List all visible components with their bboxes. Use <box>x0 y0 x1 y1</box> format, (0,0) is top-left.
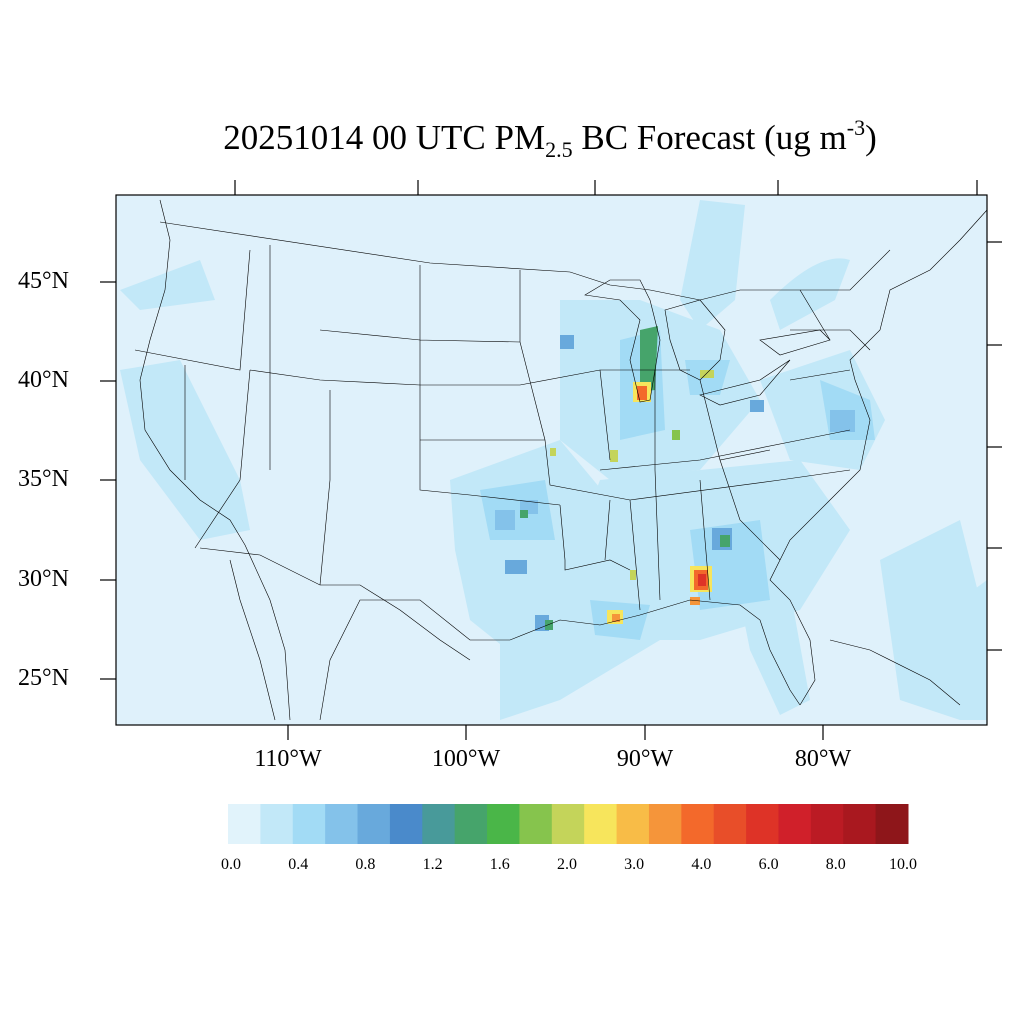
lat-label: 40°N <box>18 367 69 393</box>
colorbar-swatch <box>810 804 844 844</box>
coastline-west <box>139 199 291 721</box>
lon-label: 100°W <box>431 746 501 772</box>
colorbar-swatch <box>260 804 294 844</box>
colorbar-swatch <box>616 804 650 844</box>
plume-atlantic <box>880 520 980 720</box>
border-canada <box>159 221 891 301</box>
title-prefix: 20251014 00 UTC PM <box>223 118 546 157</box>
coastline-erie <box>699 359 791 406</box>
colorbar-swatch <box>778 804 812 844</box>
coastline-gulf <box>319 599 801 721</box>
colorbar-swatch <box>843 804 877 844</box>
colorbar-swatch <box>584 804 618 844</box>
colorbar-label: 8.0 <box>825 856 846 873</box>
border-mexico <box>199 547 471 661</box>
title-middle: BC Forecast (ug m <box>572 118 847 157</box>
colorbar-swatch <box>422 804 456 844</box>
title-superscript: -3 <box>846 115 866 140</box>
lat-label: 35°N <box>18 466 69 492</box>
plume-northwest <box>120 260 215 310</box>
title-suffix: ) <box>865 118 877 157</box>
colorbar-swatch <box>648 804 682 844</box>
colorbar-label: 0.8 <box>355 856 376 873</box>
colorbar-swatch <box>325 804 359 844</box>
hotspot-green <box>545 620 553 630</box>
coastline-baja <box>229 559 276 721</box>
coastline-cuba <box>829 639 961 706</box>
hotspot-gulf <box>690 597 700 605</box>
colorbar-swatch <box>875 804 909 844</box>
coastline-east <box>769 209 987 706</box>
colorbar-swatch <box>519 804 553 844</box>
hotspot-gulf <box>612 614 620 622</box>
colorbar-swatch <box>746 804 779 844</box>
plume-oklahoma <box>480 480 555 540</box>
colorbar-label: 0.4 <box>288 856 309 873</box>
plume-eastern-edge <box>960 580 987 720</box>
hotspot-blue <box>560 335 574 349</box>
colorbar-swatch <box>681 804 715 844</box>
axis-ticks <box>100 180 1002 740</box>
state-lines <box>134 245 871 611</box>
coastline-greatlakes <box>584 279 661 403</box>
colorbar-label: 10.0 <box>888 856 917 873</box>
hotspot-green <box>630 570 636 580</box>
colorbar-swatch <box>389 804 423 844</box>
colorbar-label: 1.6 <box>489 856 510 873</box>
colorbar <box>228 804 909 844</box>
colorbar-swatch <box>292 804 326 844</box>
hotspot-green <box>720 535 730 547</box>
hotspot-green <box>520 510 528 518</box>
colorbar-label: 6.0 <box>758 856 779 873</box>
title-subscript: 2.5 <box>545 137 573 162</box>
colorbar-label: 1.2 <box>422 856 443 873</box>
plume-ontario <box>770 258 850 330</box>
hotspot-lakeshore <box>640 326 658 392</box>
plume-northeast <box>680 200 745 330</box>
lat-label: 25°N <box>18 665 69 691</box>
colorbar-label: 2.0 <box>556 856 577 873</box>
colorbar-swatch <box>228 804 261 844</box>
colorbar-swatch <box>713 804 747 844</box>
lon-label: 110°W <box>254 746 322 772</box>
hotspot-green <box>700 370 714 378</box>
lat-label: 45°N <box>18 268 69 294</box>
colorbar-swatch <box>487 804 520 844</box>
map-frame <box>115 194 988 726</box>
hotspot-alabama <box>698 574 706 586</box>
hotspot-blue <box>830 410 855 432</box>
plume-florida <box>740 590 810 715</box>
boundaries <box>134 199 987 721</box>
colorbar-swatch <box>551 804 585 844</box>
hotspot-green <box>672 430 680 440</box>
hotspot-chicago <box>637 386 647 400</box>
lat-label: 30°N <box>18 566 69 592</box>
hotspot-green <box>550 448 556 456</box>
lon-label: 80°W <box>794 746 852 772</box>
colorbar-swatch <box>454 804 488 844</box>
colorbar-swatch <box>357 804 391 844</box>
hotspot-blue <box>750 400 764 412</box>
map-title: 20251014 00 UTC PM2.5 BC Forecast (ug m-… <box>0 115 1024 161</box>
lon-label: 90°W <box>616 746 674 772</box>
hotspot-green <box>610 450 618 462</box>
hotspot-blue <box>505 560 527 574</box>
colorbar-label: 4.0 <box>691 856 712 873</box>
colorbar-label: 3.0 <box>624 856 645 873</box>
colorbar-label: 0.0 <box>221 856 241 873</box>
coastline-michigan <box>664 299 726 381</box>
hotspot-blue <box>495 510 515 530</box>
